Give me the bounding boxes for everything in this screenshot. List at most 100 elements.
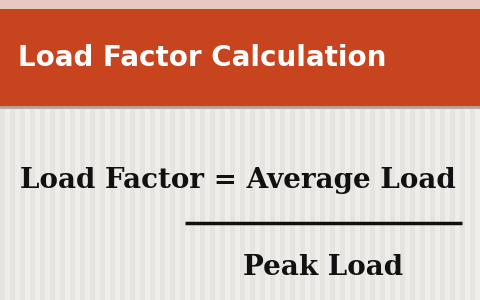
Bar bbox=[285, 106, 290, 300]
Bar bbox=[410, 106, 415, 300]
Text: Peak Load: Peak Load bbox=[243, 254, 403, 280]
Bar bbox=[445, 106, 450, 300]
Bar bbox=[175, 106, 180, 300]
Bar bbox=[25, 106, 30, 300]
Bar bbox=[80, 106, 85, 300]
Bar bbox=[430, 106, 435, 300]
Bar bbox=[155, 106, 160, 300]
Bar bbox=[330, 106, 335, 300]
Bar bbox=[5, 106, 10, 300]
Bar bbox=[375, 106, 380, 300]
Bar bbox=[295, 106, 300, 300]
Bar bbox=[230, 106, 235, 300]
Bar bbox=[30, 106, 35, 300]
Bar bbox=[35, 106, 40, 300]
Bar bbox=[125, 106, 130, 300]
Bar bbox=[345, 106, 350, 300]
Bar bbox=[415, 106, 420, 300]
Bar bbox=[50, 106, 55, 300]
Bar bbox=[260, 106, 265, 300]
Bar bbox=[355, 106, 360, 300]
Bar bbox=[380, 106, 385, 300]
Bar bbox=[290, 106, 295, 300]
Bar bbox=[130, 106, 135, 300]
Bar bbox=[395, 106, 400, 300]
Bar bbox=[160, 106, 165, 300]
Bar bbox=[275, 106, 280, 300]
Bar bbox=[465, 106, 470, 300]
Bar bbox=[245, 106, 250, 300]
Bar bbox=[210, 106, 215, 300]
Bar bbox=[310, 106, 315, 300]
Bar bbox=[20, 106, 25, 300]
Bar bbox=[145, 106, 150, 300]
Bar bbox=[405, 106, 410, 300]
Bar bbox=[475, 106, 480, 300]
Bar bbox=[170, 106, 175, 300]
Bar bbox=[270, 106, 275, 300]
Bar bbox=[305, 106, 310, 300]
Bar bbox=[440, 106, 445, 300]
Bar bbox=[45, 106, 50, 300]
Bar bbox=[370, 106, 375, 300]
Bar bbox=[420, 106, 425, 300]
Bar bbox=[110, 106, 115, 300]
Bar bbox=[70, 106, 75, 300]
Bar bbox=[385, 106, 390, 300]
Bar bbox=[460, 106, 465, 300]
Bar bbox=[300, 106, 305, 300]
Bar bbox=[435, 106, 440, 300]
Bar bbox=[95, 106, 100, 300]
Bar bbox=[205, 106, 210, 300]
Bar bbox=[55, 106, 60, 300]
Bar bbox=[0, 0, 480, 9]
Bar bbox=[225, 106, 230, 300]
Bar bbox=[0, 9, 480, 106]
Bar bbox=[280, 106, 285, 300]
Bar bbox=[400, 106, 405, 300]
Bar bbox=[60, 106, 65, 300]
Bar bbox=[150, 106, 155, 300]
Bar bbox=[200, 106, 205, 300]
Bar bbox=[215, 106, 220, 300]
Bar bbox=[320, 106, 325, 300]
Bar bbox=[120, 106, 125, 300]
Bar bbox=[0, 106, 5, 300]
Bar bbox=[75, 106, 80, 300]
Bar bbox=[220, 106, 225, 300]
Bar bbox=[195, 106, 200, 300]
Bar bbox=[425, 106, 430, 300]
Bar bbox=[165, 106, 170, 300]
Bar bbox=[40, 106, 45, 300]
Bar bbox=[390, 106, 395, 300]
Bar bbox=[340, 106, 345, 300]
Bar bbox=[15, 106, 20, 300]
Bar bbox=[315, 106, 320, 300]
Bar bbox=[360, 106, 365, 300]
Bar bbox=[180, 106, 185, 300]
Bar bbox=[85, 106, 90, 300]
Bar bbox=[335, 106, 340, 300]
Bar bbox=[255, 106, 260, 300]
Bar bbox=[140, 106, 145, 300]
Bar bbox=[90, 106, 95, 300]
Bar bbox=[325, 106, 330, 300]
Bar bbox=[470, 106, 475, 300]
Bar bbox=[135, 106, 140, 300]
Bar bbox=[350, 106, 355, 300]
Bar bbox=[265, 106, 270, 300]
Bar bbox=[10, 106, 15, 300]
Text: Load Factor Calculation: Load Factor Calculation bbox=[18, 44, 386, 72]
Bar bbox=[240, 106, 245, 300]
Bar bbox=[65, 106, 70, 300]
Bar bbox=[190, 106, 195, 300]
Text: Load Factor = Average Load: Load Factor = Average Load bbox=[20, 167, 456, 194]
Bar bbox=[365, 106, 370, 300]
Bar bbox=[185, 106, 190, 300]
Bar bbox=[105, 106, 110, 300]
Bar bbox=[235, 106, 240, 300]
Bar bbox=[455, 106, 460, 300]
Bar bbox=[115, 106, 120, 300]
Bar bbox=[450, 106, 455, 300]
Bar bbox=[250, 106, 255, 300]
